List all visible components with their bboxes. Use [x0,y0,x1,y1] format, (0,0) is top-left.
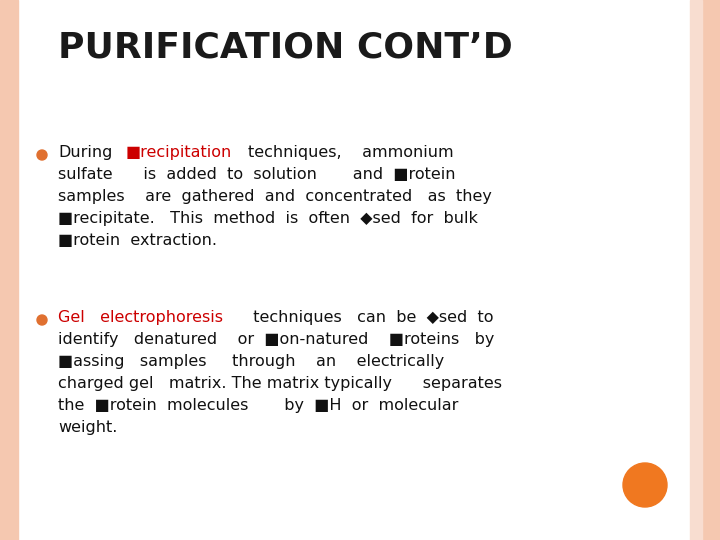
Text: techniques,    ammonium: techniques, ammonium [248,145,454,160]
Text: techniques   can  be  ◆sed  to: techniques can be ◆sed to [243,310,493,325]
Text: ■recipitation: ■recipitation [126,145,233,160]
Text: the  ■rotein  molecules       by  ■H  or  molecular: the ■rotein molecules by ■H or molecular [58,398,459,413]
Text: Gel   electrophoresis: Gel electrophoresis [58,310,223,325]
Circle shape [37,150,47,160]
Text: ■recipitate.   This  method  is  often  ◆sed  for  bulk: ■recipitate. This method is often ◆sed f… [58,211,478,226]
Bar [690,0,702,540]
Text: ■rotein  extraction.: ■rotein extraction. [58,233,217,248]
Text: weight.: weight. [58,420,117,435]
Circle shape [37,315,47,325]
Text: ■assing   samples     through    an    electrically: ■assing samples through an electrically [58,354,444,369]
Bar [0,0,18,540]
Text: During: During [58,145,112,160]
Text: charged gel   matrix. The matrix typically      separates: charged gel matrix. The matrix typically… [58,376,502,391]
Bar [702,0,720,540]
Text: PURIFICATION CONT’D: PURIFICATION CONT’D [58,30,513,64]
Text: samples    are  gathered  and  concentrated   as  they: samples are gathered and concentrated as… [58,189,492,204]
Text: sulfate      is  added  to  solution       and  ■rotein: sulfate is added to solution and ■rotein [58,167,456,182]
Text: identify   denatured    or  ■on-natured    ■roteins   by: identify denatured or ■on-natured ■rotei… [58,332,495,347]
Circle shape [623,463,667,507]
